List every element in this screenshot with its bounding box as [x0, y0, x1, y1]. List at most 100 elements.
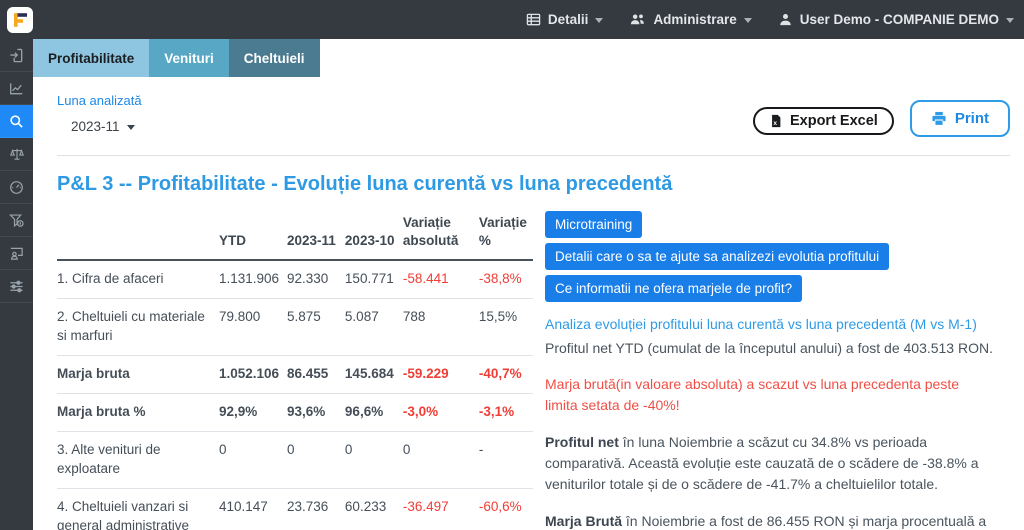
header-var-abs: Variație absolută [402, 208, 479, 262]
cell-month-current: 23.736 [286, 488, 345, 530]
cell-var-pct: -3,1% [478, 393, 533, 432]
table-row: Marja bruta 1.052.106 86.455 145.684 -59… [57, 355, 533, 394]
printer-icon [932, 111, 946, 125]
cell-month-previous: 0 [344, 431, 403, 489]
tab-profitabilitate[interactable]: Profitabilitate [33, 39, 150, 77]
main-area: Profitabilitate Venituri Cheltuieli Luna… [33, 39, 1024, 530]
sidebar-item-search[interactable] [0, 105, 33, 138]
top-navbar: Detalii Administrare User Demo - COM [0, 0, 1024, 39]
cell-month-current: 5.875 [286, 298, 345, 357]
month-filter: Luna analizată 2023-11 [57, 93, 142, 134]
section-divider [57, 155, 1010, 156]
tab-venituri[interactable]: Venituri [149, 39, 229, 77]
topnav-menu: Detalii Administrare User Demo - COM [526, 12, 1014, 27]
cell-var-abs: -58.441 [402, 260, 479, 300]
tab-cheltuieli[interactable]: Cheltuieli [228, 39, 320, 77]
header-ytd: YTD [218, 208, 287, 262]
menu-detalii[interactable]: Detalii [526, 12, 604, 27]
margin-alert-text: Marja brută(in valoare absoluta) a scazu… [545, 376, 960, 413]
user-icon [779, 13, 791, 26]
sidebar-item-import[interactable] [0, 39, 33, 72]
insight-buttons: Microtraining Detalii care o sa te ajute… [545, 211, 965, 302]
insights-panel: Microtraining Detalii care o sa te ajute… [545, 208, 1010, 530]
cell-var-pct: - [478, 431, 533, 489]
menu-administrare-label: Administrare [653, 12, 737, 27]
net-profit-paragraph: Profitul net în luna Noiembrie a scăzut … [545, 432, 1007, 495]
cell-month-current: 86.455 [286, 355, 345, 394]
chevron-down-icon [595, 18, 604, 23]
cell-var-pct: -40,7% [478, 355, 533, 394]
gauge-icon [10, 180, 23, 194]
sidebar-item-dashboard[interactable] [0, 171, 33, 204]
row-label: 3. Alte venituri de exploatare [57, 431, 219, 489]
margins-info-button[interactable]: Ce informatii ne ofera marjele de profit… [545, 275, 803, 302]
gross-margin-text: în Noiembrie a fost de 86.455 RON și mar… [625, 513, 987, 529]
app-logo[interactable] [7, 6, 33, 33]
cell-ytd: 1.131.906 [218, 260, 287, 300]
header-empty [57, 208, 219, 262]
cell-var-pct: 15,5% [478, 298, 533, 357]
funnel-dollar-icon [9, 213, 24, 227]
cell-month-previous: 5.087 [344, 298, 403, 357]
sidebar-item-filter[interactable] [0, 204, 33, 237]
export-excel-button[interactable]: x Export Excel [752, 106, 894, 135]
sidebar-item-benchmark[interactable] [0, 138, 33, 171]
cell-var-abs: 0 [402, 431, 479, 489]
page-title: P&L 3 -- Profitabilitate - Evoluție luna… [57, 173, 673, 195]
header-month-current: 2023-11 [286, 208, 345, 262]
table-row: 3. Alte venituri de exploatare 0 0 0 0 - [57, 431, 533, 489]
cell-var-abs: -36.497 [402, 488, 479, 530]
microtraining-button[interactable]: Microtraining [545, 211, 643, 238]
cell-month-current: 93,6% [286, 393, 345, 432]
cell-month-current: 92.330 [286, 260, 345, 300]
cell-ytd: 0 [218, 431, 287, 489]
pnl-table-panel: YTD 2023-11 2023-10 Variație absolută Va… [57, 208, 535, 530]
menu-detalii-label: Detalii [547, 12, 589, 27]
gross-margin-term: Marja Brută [545, 513, 623, 529]
ytd-profit-line: Profitul net YTD (cumulat de la începutu… [545, 340, 993, 356]
chart-line-icon [10, 82, 23, 94]
cell-month-previous: 96,6% [344, 393, 403, 432]
header-var-pct: Variație % [478, 208, 533, 262]
action-buttons: x Export Excel Print [752, 100, 1010, 141]
cell-ytd: 92,9% [218, 393, 287, 432]
table-row: 1. Cifra de afaceri 1.131.906 92.330 150… [57, 260, 533, 300]
sidebar-item-settings[interactable] [0, 270, 33, 303]
cell-var-abs: -59.229 [402, 355, 479, 394]
pnl-table: YTD 2023-11 2023-10 Variație absolută Va… [57, 208, 533, 530]
cell-var-abs: -3,0% [402, 393, 479, 432]
app-body: Profitabilitate Venituri Cheltuieli Luna… [0, 39, 1024, 530]
sliders-icon [10, 280, 23, 292]
cell-ytd: 1.052.106 [218, 355, 287, 394]
row-label: 1. Cifra de afaceri [57, 260, 219, 300]
filter-bar: Luna analizată 2023-11 x Export E [57, 77, 1010, 141]
balance-scale-icon [9, 148, 24, 160]
gross-margin-paragraph: Marja Brută în Noiembrie a fost de 86.45… [545, 511, 1007, 530]
analysis-heading: Analiza evoluției profitului luna curent… [545, 316, 977, 332]
details-help-button[interactable]: Detalii care o sa te ajute sa analizezi … [545, 243, 890, 270]
excel-file-icon: x [772, 114, 781, 127]
menu-user[interactable]: User Demo - COMPANIE DEMO [778, 12, 1014, 27]
cell-var-abs: 788 [402, 298, 479, 357]
sidebar-item-training[interactable] [0, 237, 33, 270]
row-label: 4. Cheltuieli vanzari si general adminis… [57, 488, 219, 530]
month-select-value: 2023-11 [71, 119, 120, 134]
cell-ytd: 79.800 [218, 298, 287, 357]
month-select[interactable]: 2023-11 [57, 119, 142, 134]
logo-f-icon [14, 12, 27, 27]
presenter-icon [10, 247, 23, 260]
month-filter-label: Luna analizată [57, 93, 142, 108]
sidebar-item-charts[interactable] [0, 72, 33, 105]
users-icon [631, 14, 645, 25]
chevron-down-icon [126, 125, 135, 130]
sidebar [0, 39, 33, 530]
cell-month-previous: 145.684 [344, 355, 403, 394]
table-row: 4. Cheltuieli vanzari si general adminis… [57, 488, 533, 530]
cell-month-previous: 150.771 [344, 260, 403, 300]
row-label: 2. Cheltuieli cu materiale si marfuri [57, 298, 219, 357]
search-icon [10, 114, 23, 128]
print-button[interactable]: Print [909, 100, 1010, 137]
net-profit-text: în luna Noiembrie a scăzut cu 34.8% vs p… [545, 434, 979, 492]
menu-administrare[interactable]: Administrare [629, 12, 752, 27]
